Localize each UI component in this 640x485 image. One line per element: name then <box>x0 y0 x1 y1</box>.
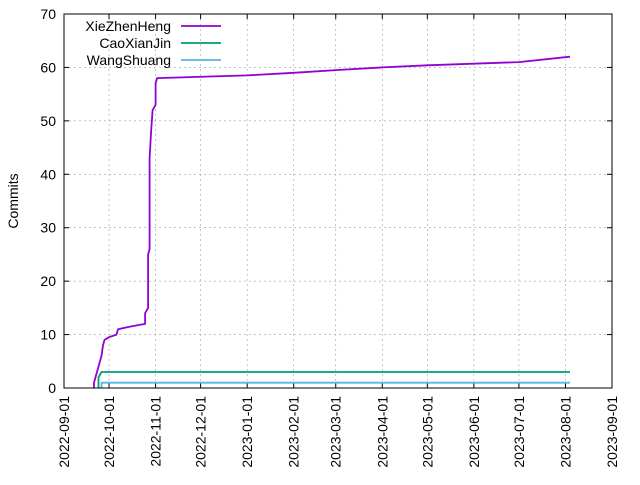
series-lines <box>93 55 571 388</box>
legend-label: XieZhenHeng <box>85 18 171 34</box>
grid <box>64 14 612 388</box>
x-tick-label: 2022-11-01 <box>148 396 164 467</box>
series-line-xiezhenheng <box>93 55 571 388</box>
legend-label: CaoXianJin <box>99 35 171 51</box>
y-axis-label: Commits <box>5 173 21 228</box>
x-tick-label: 2023-02-01 <box>286 396 302 468</box>
y-tick-label: 10 <box>40 327 56 343</box>
x-tick-label: 2023-01-01 <box>239 396 255 468</box>
x-tick-label: 2023-09-01 <box>604 396 620 468</box>
x-tick-label: 2022-12-01 <box>193 396 209 468</box>
x-tick-label: 2022-09-01 <box>56 396 72 468</box>
y-tick-label: 40 <box>40 166 56 182</box>
y-tick-label: 60 <box>40 59 56 75</box>
x-tick-label: 2023-05-01 <box>419 396 435 468</box>
y-tick-label: 30 <box>40 220 56 236</box>
x-tick-label: 2023-04-01 <box>374 396 390 468</box>
series-line-caoxianjin <box>97 371 570 388</box>
axis-ticks: 0 10 20 30 40 50 60 70 2022-09-01 2022-10-01 2022-… <box>40 6 620 468</box>
y-tick-label: 0 <box>48 380 56 396</box>
x-tick-label: 2023-06-01 <box>466 396 482 468</box>
y-tick-label: 20 <box>40 273 56 289</box>
x-tick-label: 2023-08-01 <box>557 396 573 468</box>
x-tick-label: 2022-10-01 <box>101 396 117 468</box>
x-tick-label: 2023-07-01 <box>511 396 527 468</box>
plot-frame <box>63 13 613 389</box>
y-tick-label: 50 <box>40 113 56 129</box>
x-tick-label: 2023-03-01 <box>328 396 344 468</box>
series-line-wangshuang <box>100 381 570 388</box>
y-tick-label: 70 <box>40 6 56 22</box>
legend-label: WangShuang <box>87 52 171 68</box>
